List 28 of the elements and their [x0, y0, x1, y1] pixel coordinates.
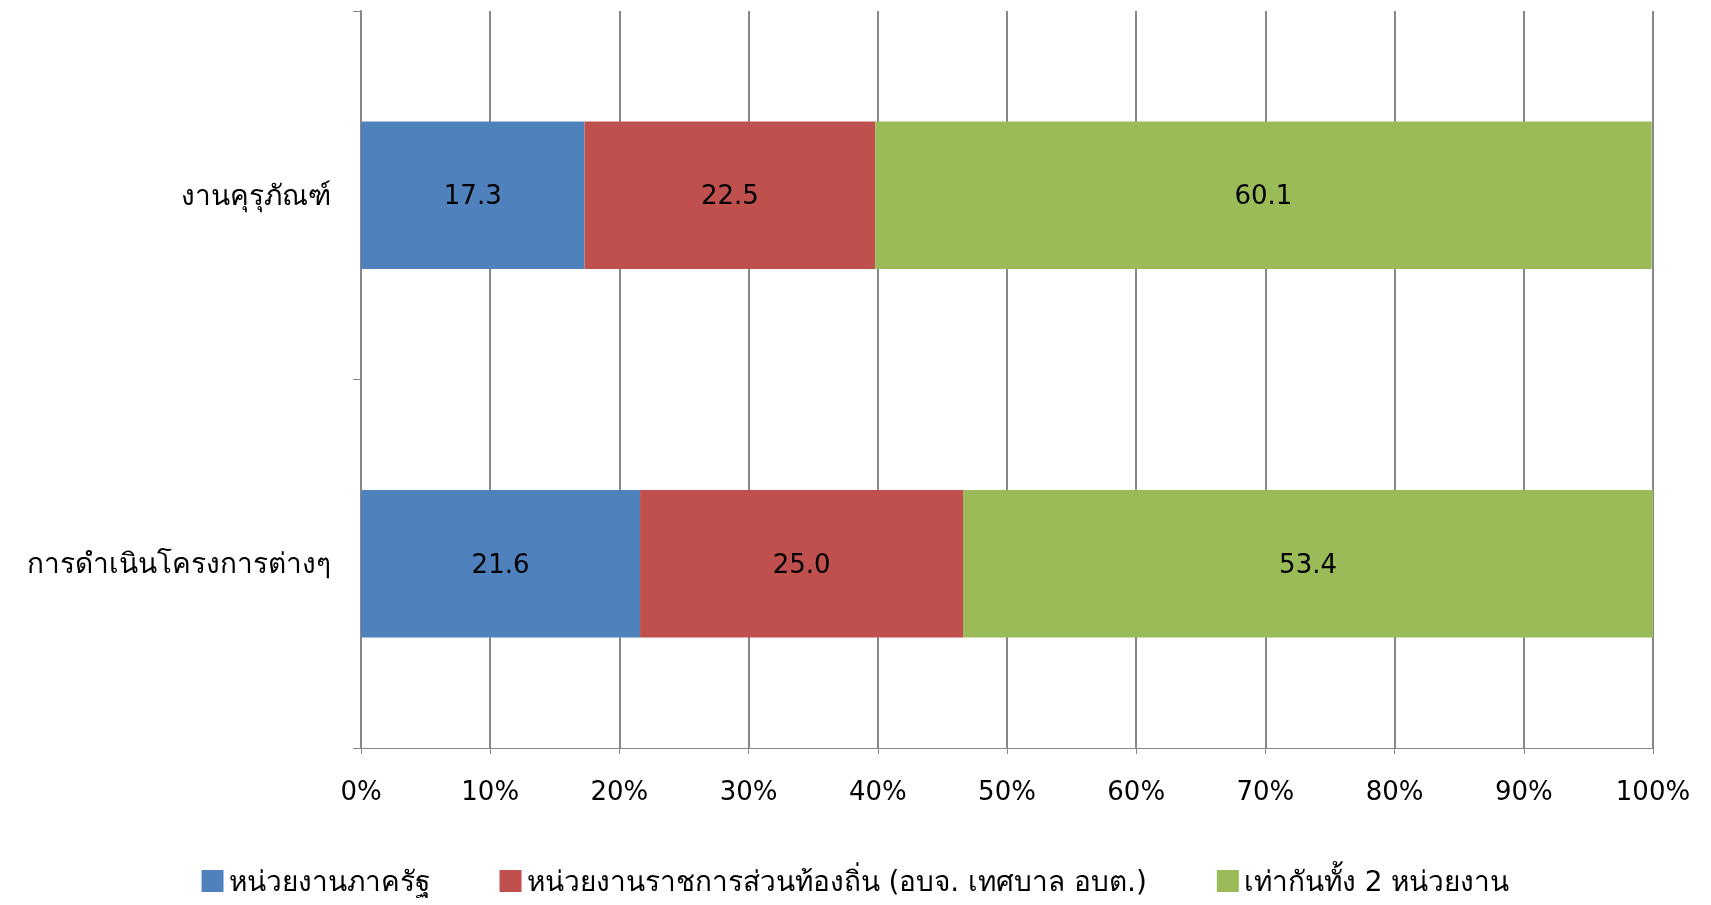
y-tick-label: งานคุรุภัณฑ์ [181, 178, 331, 213]
bar [361, 490, 641, 638]
x-tick-label: 100% [1615, 776, 1691, 806]
bar [584, 121, 876, 269]
data-label: 60.1 [1234, 180, 1293, 211]
x-tick-label: 20% [590, 776, 649, 806]
legend-label: หน่วยงานราชการส่วนท้องถิ่น (อบจ. เทศบาล อบต.) [526, 861, 1147, 898]
bar [361, 121, 585, 269]
data-label: 53.4 [1279, 548, 1337, 579]
bar [640, 490, 964, 638]
data-label: 25.0 [772, 548, 831, 579]
x-tick-label: 30% [719, 776, 778, 806]
x-tick-label: 0% [340, 776, 382, 806]
x-tick-label: 40% [848, 776, 907, 806]
x-tick-label: 90% [1494, 776, 1553, 806]
x-tick-label: 50% [978, 776, 1036, 806]
data-label: 17.3 [443, 180, 502, 211]
data-label: 21.6 [471, 548, 530, 579]
x-tick-label: 60% [1107, 776, 1166, 806]
x-tick-label: 70% [1236, 776, 1295, 806]
bar [875, 121, 1652, 269]
x-tick-label: 80% [1365, 776, 1424, 806]
legend-label: เท่ากันทั้ง 2 หน่วยงาน [1243, 860, 1510, 898]
data-label: 22.5 [700, 180, 759, 211]
legend-label: หน่วยงานภาครัฐ [228, 864, 430, 898]
y-tick-label: การดำเนินโครงการต่างๆ [27, 547, 331, 581]
bar [963, 490, 1653, 638]
x-tick-label: 10% [461, 776, 520, 806]
